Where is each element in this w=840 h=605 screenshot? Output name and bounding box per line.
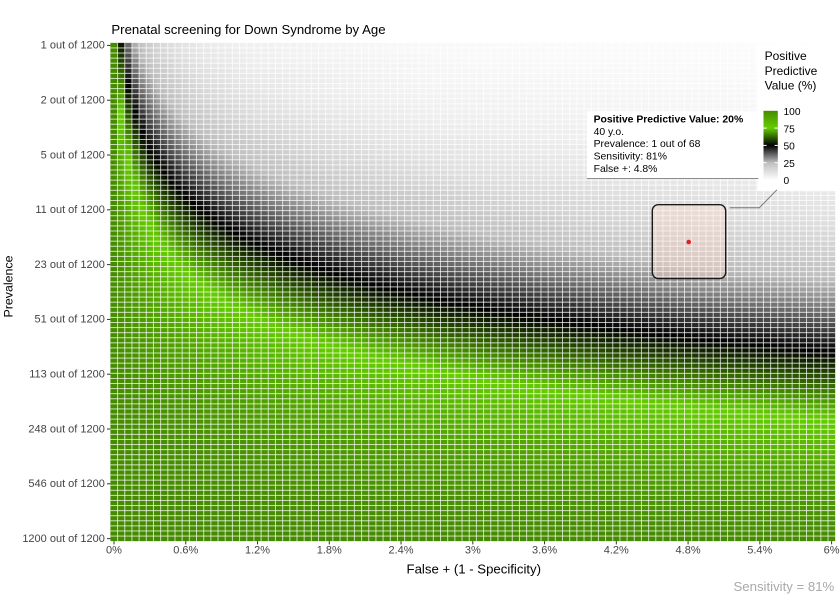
svg-text:Positive Predictive Value: 20%: Positive Predictive Value: 20% bbox=[594, 115, 744, 126]
svg-text:0: 0 bbox=[784, 176, 790, 187]
svg-text:5.4%: 5.4% bbox=[747, 544, 772, 556]
svg-text:3%: 3% bbox=[465, 544, 481, 556]
svg-text:2 out of 1200: 2 out of 1200 bbox=[41, 95, 105, 107]
svg-text:1200 out of 1200: 1200 out of 1200 bbox=[22, 533, 105, 545]
svg-text:546 out of 1200: 546 out of 1200 bbox=[28, 478, 104, 490]
svg-text:248 out of 1200: 248 out of 1200 bbox=[28, 423, 104, 435]
svg-text:75: 75 bbox=[784, 124, 796, 135]
svg-text:Prevalence: Prevalence bbox=[2, 255, 16, 317]
svg-text:51 out of 1200: 51 out of 1200 bbox=[35, 314, 105, 326]
svg-text:2.4%: 2.4% bbox=[388, 544, 413, 556]
svg-text:5 out of 1200: 5 out of 1200 bbox=[41, 149, 105, 161]
svg-text:Positive: Positive bbox=[765, 49, 807, 63]
svg-text:Prevalence: 1 out of 68: Prevalence: 1 out of 68 bbox=[594, 139, 701, 150]
svg-text:0.6%: 0.6% bbox=[173, 544, 198, 556]
svg-text:Prenatal screening for Down Sy: Prenatal screening for Down Syndrome by … bbox=[111, 22, 385, 37]
svg-text:4.2%: 4.2% bbox=[604, 544, 629, 556]
svg-text:6%: 6% bbox=[824, 544, 840, 556]
svg-text:1.8%: 1.8% bbox=[317, 544, 342, 556]
svg-text:113 out of 1200: 113 out of 1200 bbox=[29, 369, 105, 381]
svg-text:1 out of 1200: 1 out of 1200 bbox=[41, 40, 105, 52]
svg-text:4.8%: 4.8% bbox=[676, 544, 701, 556]
svg-text:1.2%: 1.2% bbox=[245, 544, 270, 556]
svg-text:25: 25 bbox=[784, 159, 796, 170]
svg-text:100: 100 bbox=[784, 107, 801, 118]
svg-text:0%: 0% bbox=[106, 544, 122, 556]
svg-text:40 y.o.: 40 y.o. bbox=[594, 127, 624, 138]
svg-text:Predictive: Predictive bbox=[765, 64, 818, 78]
svg-text:False + (1 - Specificity): False + (1 - Specificity) bbox=[407, 562, 541, 577]
svg-text:11 out of 1200: 11 out of 1200 bbox=[35, 204, 105, 216]
svg-text:Sensitivity: 81%: Sensitivity: 81% bbox=[594, 152, 667, 163]
svg-text:23 out of 1200: 23 out of 1200 bbox=[35, 259, 105, 271]
svg-text:False +: 4.8%: False +: 4.8% bbox=[594, 164, 658, 175]
svg-text:3.6%: 3.6% bbox=[532, 544, 557, 556]
svg-text:Value (%): Value (%) bbox=[765, 78, 817, 92]
svg-text:Sensitivity = 81%: Sensitivity = 81% bbox=[734, 579, 835, 594]
svg-text:50: 50 bbox=[784, 142, 796, 153]
